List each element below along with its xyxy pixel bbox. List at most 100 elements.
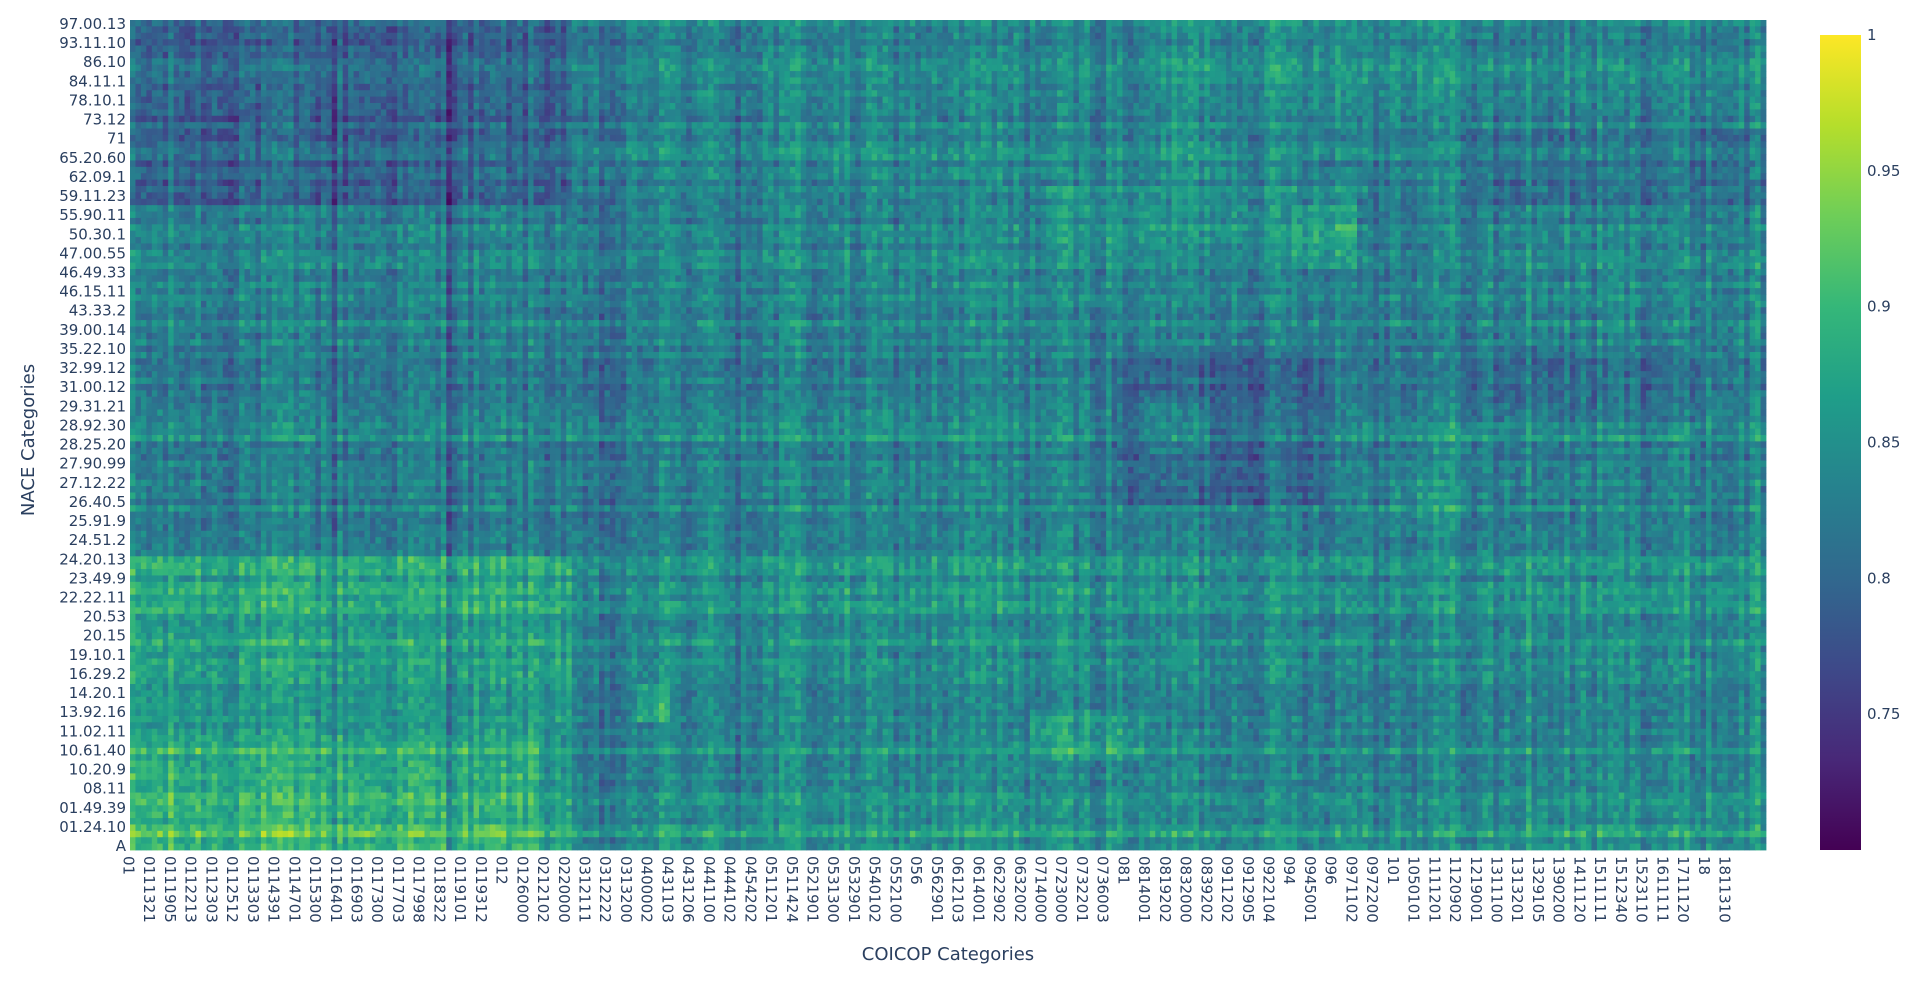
heatmap-cell [174, 20, 180, 27]
heatmap-cell [779, 20, 785, 27]
heatmap-cell [1744, 52, 1750, 59]
heatmap-cell [523, 122, 529, 129]
heatmap-cell [550, 65, 556, 72]
heatmap-cell [1542, 65, 1548, 72]
heatmap-cell [446, 90, 452, 97]
heatmap-cell [1281, 97, 1287, 104]
heatmap-cell [959, 20, 965, 27]
heatmap-cell [1188, 46, 1194, 53]
heatmap-cell [135, 90, 141, 97]
heatmap-cell [566, 90, 572, 97]
heatmap-cell [1575, 77, 1581, 84]
heatmap-cell [343, 109, 349, 116]
heatmap-cell [1281, 71, 1287, 78]
heatmap-cell [1084, 71, 1090, 78]
heatmap-cell [932, 52, 938, 59]
heatmap-cell [872, 103, 878, 110]
heatmap-cell [152, 103, 158, 110]
heatmap-cell [855, 58, 861, 65]
heatmap-cell [1346, 97, 1352, 104]
heatmap-cell [1226, 109, 1232, 116]
heatmap-cell [953, 97, 959, 104]
heatmap-cell [757, 39, 763, 46]
heatmap-cell [332, 20, 338, 27]
heatmap-cell [1668, 58, 1674, 65]
heatmap-cell [261, 20, 267, 27]
heatmap-cell [1166, 90, 1172, 97]
heatmap-cell [1357, 52, 1363, 59]
heatmap-cell [1166, 20, 1172, 27]
heatmap-cell [1035, 84, 1041, 91]
heatmap-cell [981, 65, 987, 72]
heatmap-cell [1472, 39, 1478, 46]
heatmap-cell [621, 109, 627, 116]
heatmap-cell [664, 116, 670, 123]
heatmap-cell [1024, 90, 1030, 97]
heatmap-cell [375, 116, 381, 123]
heatmap-cell [130, 26, 136, 33]
heatmap-cell [294, 65, 300, 72]
heatmap-cell [970, 58, 976, 65]
heatmap-cell [1286, 58, 1292, 65]
heatmap-cell [179, 46, 185, 53]
heatmap-cell [1008, 26, 1014, 33]
heatmap-cell [474, 39, 480, 46]
heatmap-cell [1711, 65, 1717, 72]
heatmap-cell [419, 90, 425, 97]
heatmap-cell [594, 90, 600, 97]
heatmap-cell [430, 65, 436, 72]
heatmap-cell [1651, 65, 1657, 72]
heatmap-cell [1041, 116, 1047, 123]
heatmap-cell [1733, 46, 1739, 53]
heatmap-cell [763, 71, 769, 78]
heatmap-cell [1406, 26, 1412, 33]
heatmap-cell [1379, 90, 1385, 97]
heatmap-cell [714, 39, 720, 46]
heatmap-cell [1624, 39, 1630, 46]
heatmap-cell [283, 90, 289, 97]
heatmap-cell [424, 122, 430, 129]
heatmap-cell [348, 52, 354, 59]
heatmap-cell [1297, 46, 1303, 53]
heatmap-cell [217, 26, 223, 33]
heatmap-cell [757, 84, 763, 91]
heatmap-cell [501, 90, 507, 97]
heatmap-cell [1319, 71, 1325, 78]
heatmap-cell [1657, 58, 1663, 65]
heatmap-cell [757, 109, 763, 116]
heatmap-cell [419, 39, 425, 46]
heatmap-cell [1553, 58, 1559, 65]
heatmap-cell [468, 20, 474, 27]
heatmap-cell [1161, 116, 1167, 123]
heatmap-cell [1286, 77, 1292, 84]
heatmap-cell [724, 20, 730, 27]
heatmap-cell [337, 109, 343, 116]
heatmap-cell [883, 77, 889, 84]
heatmap-cell [223, 20, 229, 27]
heatmap-cell [1286, 84, 1292, 91]
heatmap-cell [419, 52, 425, 59]
heatmap-cell [1003, 39, 1009, 46]
heatmap-cell [910, 20, 916, 27]
heatmap-cell [272, 109, 278, 116]
heatmap-cell [245, 33, 251, 40]
heatmap-area[interactable] [130, 20, 1766, 850]
heatmap-cell [1150, 109, 1156, 116]
heatmap-cell [626, 46, 632, 53]
heatmap-cell [392, 71, 398, 78]
heatmap-cell [1575, 33, 1581, 40]
heatmap-cell [904, 71, 910, 78]
heatmap-cell [1722, 90, 1728, 97]
heatmap-cell [1657, 97, 1663, 104]
heatmap-cell [779, 65, 785, 72]
heatmap-cell [179, 58, 185, 65]
heatmap-cell [1084, 116, 1090, 123]
heatmap-cell [190, 65, 196, 72]
heatmap-cell [872, 90, 878, 97]
heatmap-cell [474, 116, 480, 123]
heatmap-cell [1608, 26, 1614, 33]
heatmap-cell [643, 103, 649, 110]
heatmap-cell [724, 52, 730, 59]
heatmap-cell [1275, 58, 1281, 65]
heatmap-cell [1063, 77, 1069, 84]
